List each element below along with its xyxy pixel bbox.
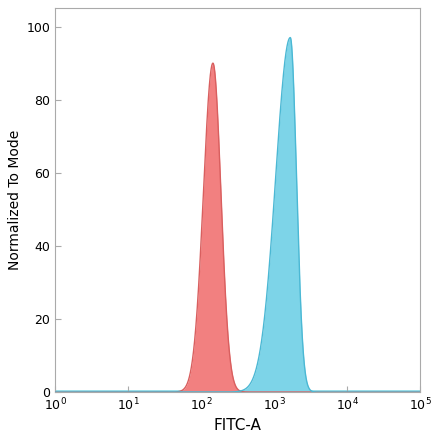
X-axis label: FITC-A: FITC-A	[214, 418, 262, 433]
Y-axis label: Normalized To Mode: Normalized To Mode	[8, 130, 22, 270]
